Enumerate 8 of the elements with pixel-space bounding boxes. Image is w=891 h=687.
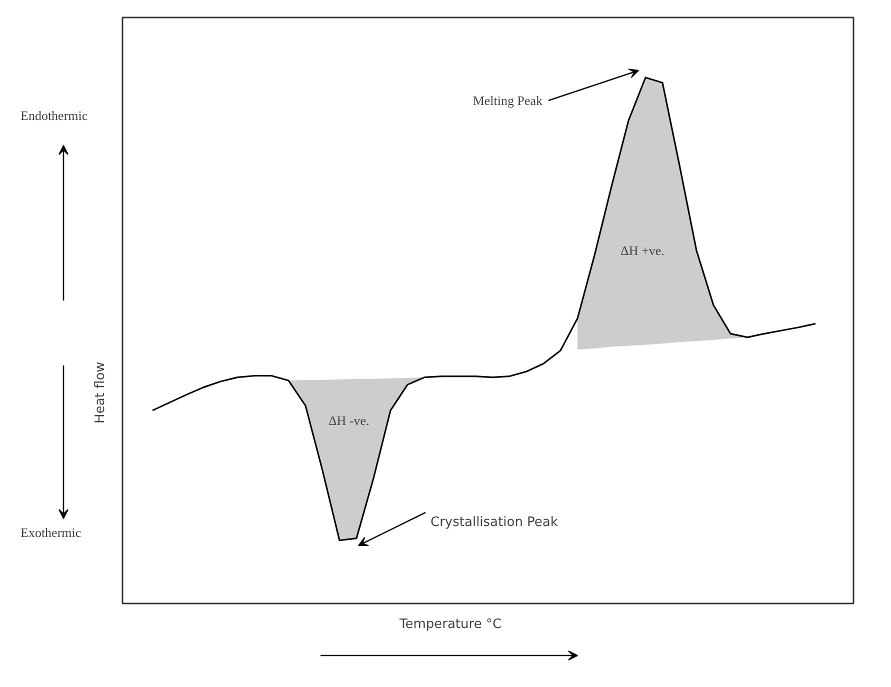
x-axis-title: Temperature °C xyxy=(398,617,502,632)
annotation: Melting Peak xyxy=(472,93,543,108)
annotation: ΔH -ve. xyxy=(328,413,370,428)
annotation: Crystallisation Peak xyxy=(430,515,558,530)
text: Exothermic xyxy=(20,525,82,540)
annotation: ΔH +ve. xyxy=(620,243,664,258)
y-axis-title: Heat flow xyxy=(93,361,108,424)
text: Endothermic xyxy=(20,108,88,123)
